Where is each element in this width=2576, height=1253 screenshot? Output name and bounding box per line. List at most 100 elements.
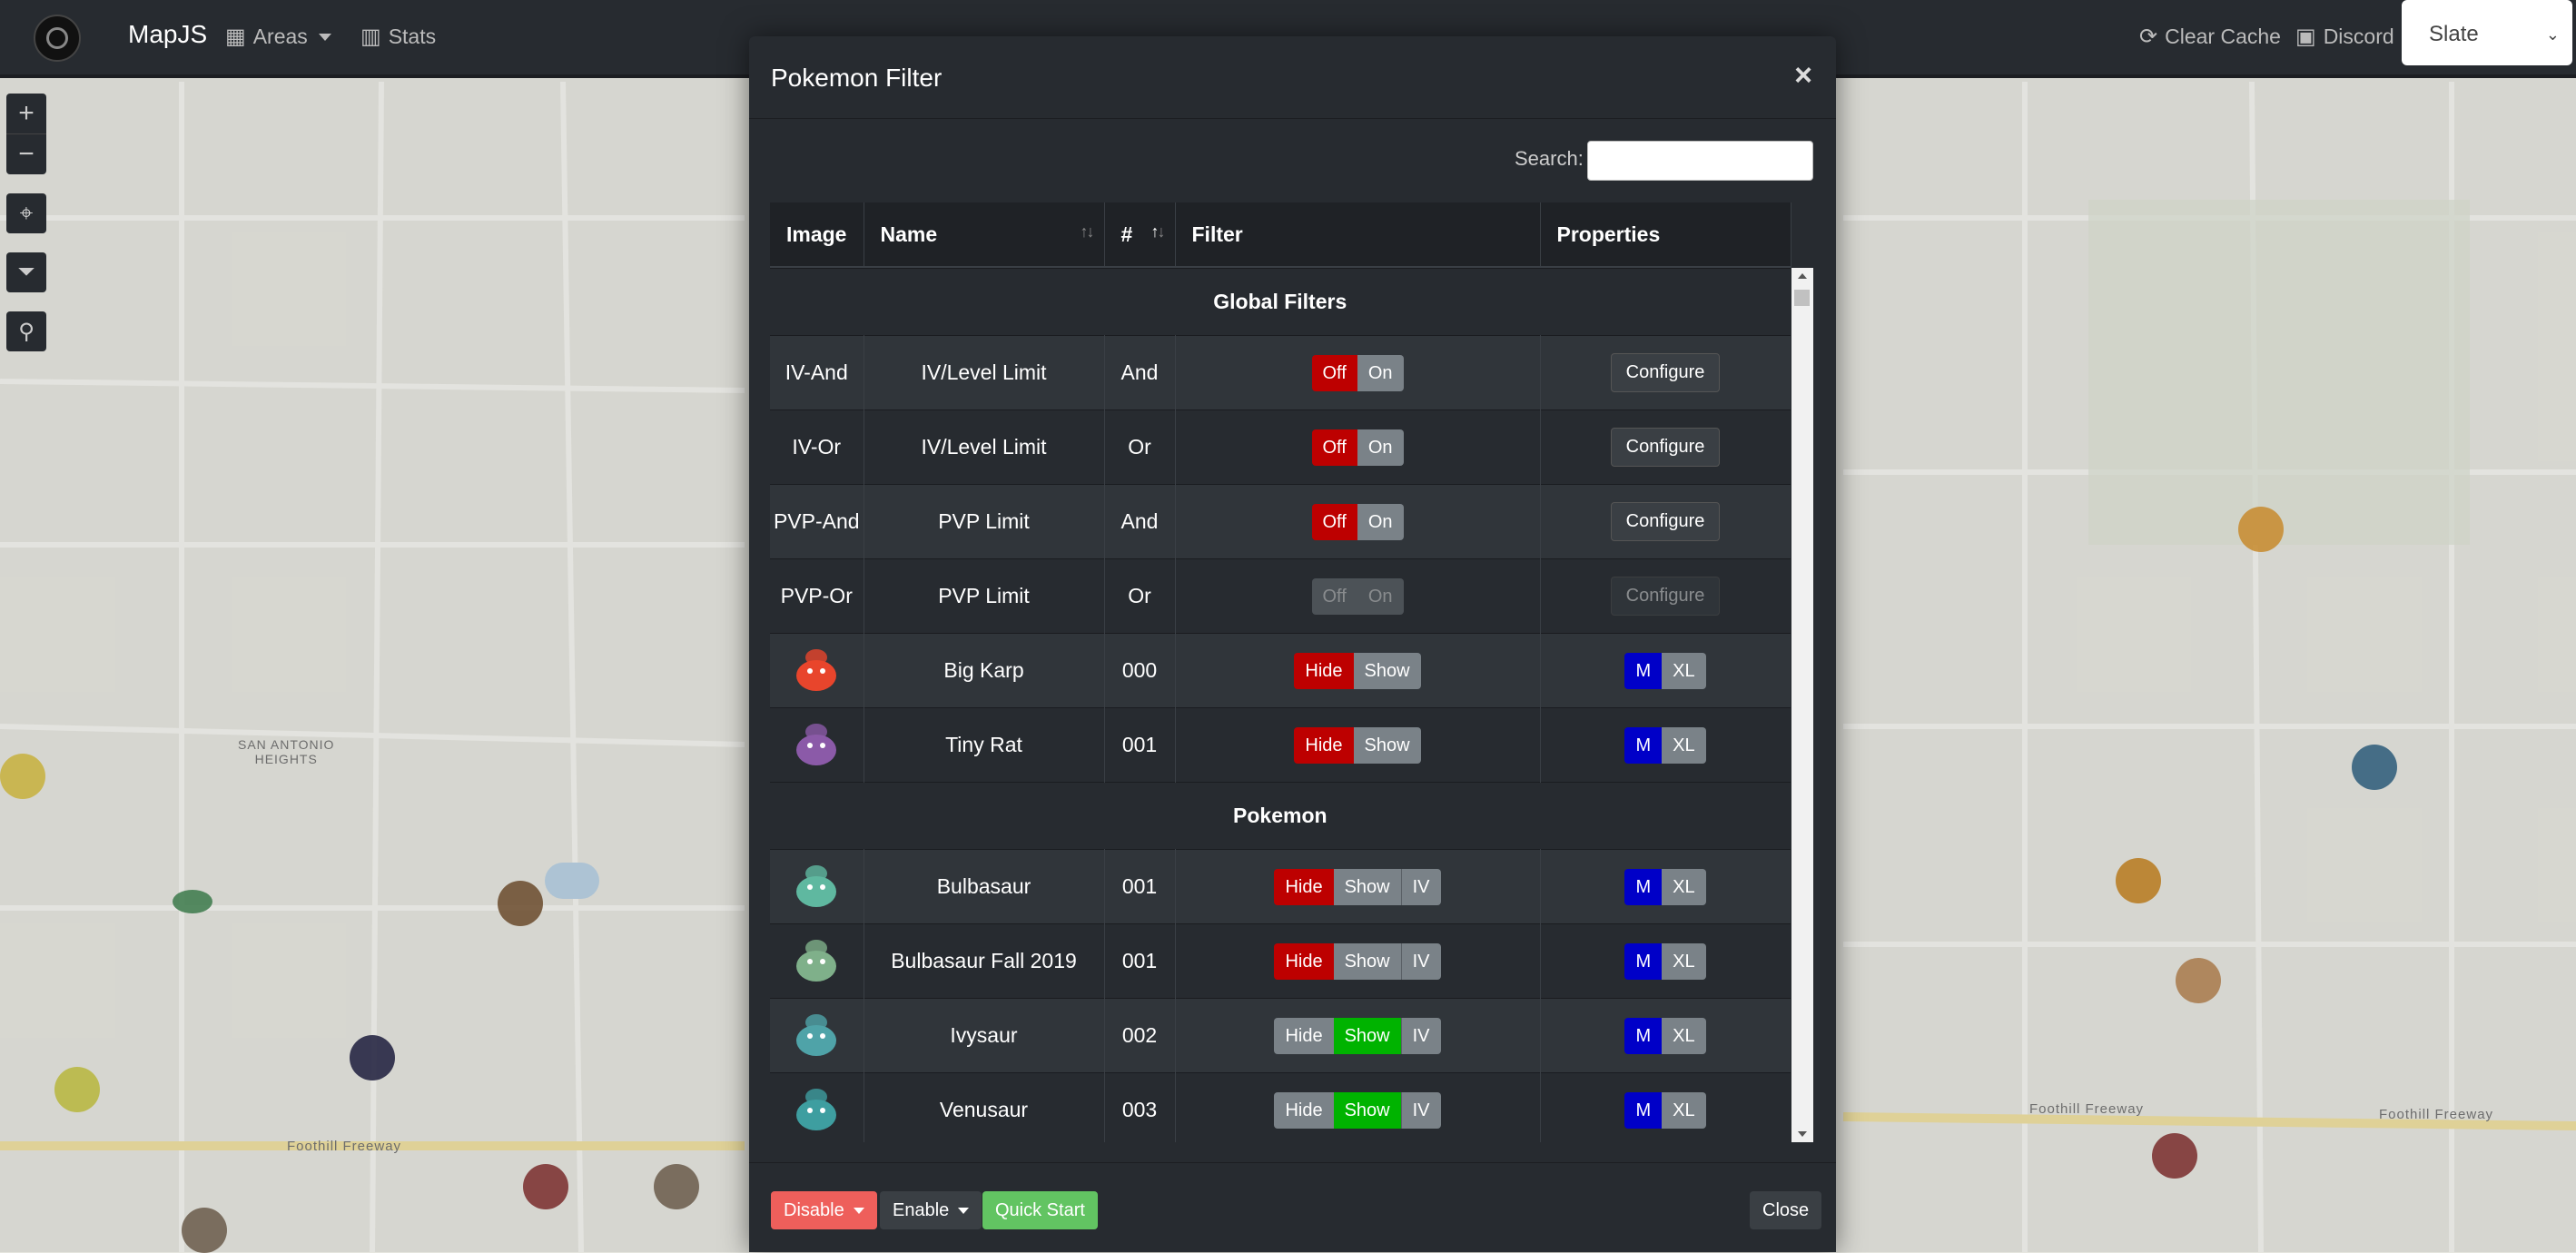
column-header-filter[interactable]: Filter	[1175, 202, 1541, 268]
show-button[interactable]: Show	[1353, 726, 1421, 764]
logo-icon[interactable]	[34, 15, 81, 62]
table-row: IV-Or IV/Level Limit Or Off On Configure	[770, 409, 1791, 485]
pokemon-marker[interactable]	[2238, 507, 2284, 552]
zoom-out-button[interactable]: −	[6, 133, 46, 174]
on-button[interactable]: On	[1357, 503, 1404, 540]
size-m-button[interactable]: M	[1624, 868, 1663, 905]
table-scrollbar[interactable]	[1791, 268, 1813, 1142]
pokemon-marker[interactable]	[498, 881, 543, 926]
stats-link[interactable]: ▥ Stats	[360, 24, 436, 50]
show-button[interactable]: Show	[1333, 942, 1401, 980]
on-button[interactable]: On	[1357, 577, 1404, 615]
off-on-toggle[interactable]: Off On	[1311, 354, 1404, 391]
pokemon-marker[interactable]	[2152, 1133, 2197, 1179]
pokemon-marker[interactable]	[350, 1035, 395, 1080]
iv-button[interactable]: IV	[1400, 868, 1441, 905]
quick-start-button[interactable]: Quick Start	[982, 1191, 1098, 1229]
pokemon-marker[interactable]	[2176, 958, 2221, 1003]
hide-show-iv-toggle[interactable]: Hide Show IV	[1274, 868, 1441, 905]
on-button[interactable]: On	[1357, 354, 1404, 391]
size-toggle[interactable]: M XL	[1624, 1091, 1706, 1129]
hide-show-iv-toggle[interactable]: Hide Show IV	[1274, 1017, 1441, 1054]
size-xl-button[interactable]: XL	[1662, 1017, 1706, 1054]
hide-button[interactable]: Hide	[1274, 942, 1334, 980]
filter-icon[interactable]: ⏷	[17, 260, 35, 284]
hide-show-iv-toggle[interactable]: Hide Show IV	[1274, 1091, 1441, 1129]
nav-brand[interactable]: MapJS	[128, 20, 208, 48]
search-input[interactable]	[1587, 141, 1813, 181]
size-xl-button[interactable]: XL	[1662, 868, 1706, 905]
size-toggle[interactable]: M XL	[1624, 942, 1706, 980]
iv-button[interactable]: IV	[1400, 942, 1441, 980]
show-button[interactable]: Show	[1333, 868, 1401, 905]
hide-button[interactable]: Hide	[1274, 1017, 1334, 1054]
off-button[interactable]: Off	[1311, 429, 1357, 466]
column-header-image[interactable]: Image	[770, 202, 864, 268]
filter-table-body[interactable]: Global Filters IV-And IV/Level Limit And…	[770, 268, 1791, 1142]
pokemon-marker[interactable]	[173, 890, 212, 913]
size-m-button[interactable]: M	[1624, 726, 1663, 764]
off-button[interactable]: Off	[1311, 577, 1357, 615]
off-button[interactable]: Off	[1311, 503, 1357, 540]
off-on-toggle[interactable]: Off On	[1311, 503, 1404, 540]
configure-button[interactable]: Configure	[1610, 428, 1721, 467]
size-toggle[interactable]: M XL	[1624, 868, 1706, 905]
pokemon-marker[interactable]	[2116, 858, 2161, 903]
size-toggle[interactable]: M XL	[1624, 652, 1706, 689]
pokemon-marker[interactable]	[182, 1208, 227, 1253]
scroll-down-icon[interactable]	[1798, 1131, 1807, 1137]
hide-button[interactable]: Hide	[1294, 652, 1354, 689]
close-button[interactable]: Close	[1750, 1191, 1822, 1229]
enable-dropdown-button[interactable]: Enable	[880, 1191, 982, 1229]
size-m-button[interactable]: M	[1624, 942, 1663, 980]
search-icon[interactable]: ⚲	[18, 319, 35, 344]
off-on-toggle[interactable]: Off On	[1311, 429, 1404, 466]
size-toggle[interactable]: M XL	[1624, 1017, 1706, 1054]
scroll-up-icon[interactable]	[1798, 273, 1807, 279]
show-button[interactable]: Show	[1353, 652, 1421, 689]
column-header-number[interactable]: # ↑↓	[1104, 202, 1176, 268]
crosshair-icon[interactable]: ⌖	[19, 199, 34, 226]
off-button[interactable]: Off	[1311, 354, 1357, 391]
iv-button[interactable]: IV	[1400, 1017, 1441, 1054]
theme-select[interactable]: Slate ⌄	[2402, 0, 2572, 65]
hide-button[interactable]: Hide	[1274, 868, 1334, 905]
size-m-button[interactable]: M	[1624, 1017, 1663, 1054]
size-m-button[interactable]: M	[1624, 1091, 1663, 1129]
configure-button[interactable]: Configure	[1610, 577, 1721, 616]
scroll-thumb[interactable]	[1794, 290, 1810, 306]
close-icon[interactable]: ×	[1794, 58, 1812, 93]
configure-button[interactable]: Configure	[1610, 502, 1721, 541]
clear-cache-link[interactable]: ⟳ Clear Cache	[2139, 24, 2281, 50]
pokemon-marker[interactable]	[0, 754, 45, 799]
pokemon-marker[interactable]	[2352, 745, 2397, 790]
pokemon-marker[interactable]	[523, 1164, 568, 1209]
size-xl-button[interactable]: XL	[1662, 726, 1706, 764]
column-header-name[interactable]: Name ↑↓	[864, 202, 1105, 268]
hide-button[interactable]: Hide	[1274, 1091, 1334, 1129]
on-button[interactable]: On	[1357, 429, 1404, 466]
off-on-toggle[interactable]: Off On	[1311, 577, 1404, 615]
hide-show-iv-toggle[interactable]: Hide Show IV	[1274, 942, 1441, 980]
column-header-properties[interactable]: Properties	[1540, 202, 1791, 268]
pokemon-marker[interactable]	[54, 1067, 100, 1112]
hide-show-toggle[interactable]: Hide Show	[1294, 652, 1421, 689]
zoom-in-button[interactable]: +	[18, 98, 35, 128]
hide-button[interactable]: Hide	[1294, 726, 1354, 764]
discord-link[interactable]: ▣ Discord	[2295, 24, 2394, 50]
size-xl-button[interactable]: XL	[1662, 652, 1706, 689]
size-m-button[interactable]: M	[1624, 652, 1663, 689]
show-button[interactable]: Show	[1333, 1017, 1401, 1054]
hide-show-toggle[interactable]: Hide Show	[1294, 726, 1421, 764]
areas-dropdown[interactable]: ▦ Areas	[225, 24, 331, 50]
table-row: Tiny Rat 001 Hide Show M XL	[770, 707, 1791, 783]
configure-button[interactable]: Configure	[1610, 353, 1721, 392]
iv-button[interactable]: IV	[1400, 1091, 1441, 1129]
size-toggle[interactable]: M XL	[1624, 726, 1706, 764]
size-xl-button[interactable]: XL	[1662, 942, 1706, 980]
show-button[interactable]: Show	[1333, 1091, 1401, 1129]
disable-dropdown-button[interactable]: Disable	[771, 1191, 877, 1229]
size-xl-button[interactable]: XL	[1662, 1091, 1706, 1129]
table-row: Venusaur 003 Hide Show IV M XL	[770, 1072, 1791, 1142]
pokemon-marker[interactable]	[654, 1164, 699, 1209]
